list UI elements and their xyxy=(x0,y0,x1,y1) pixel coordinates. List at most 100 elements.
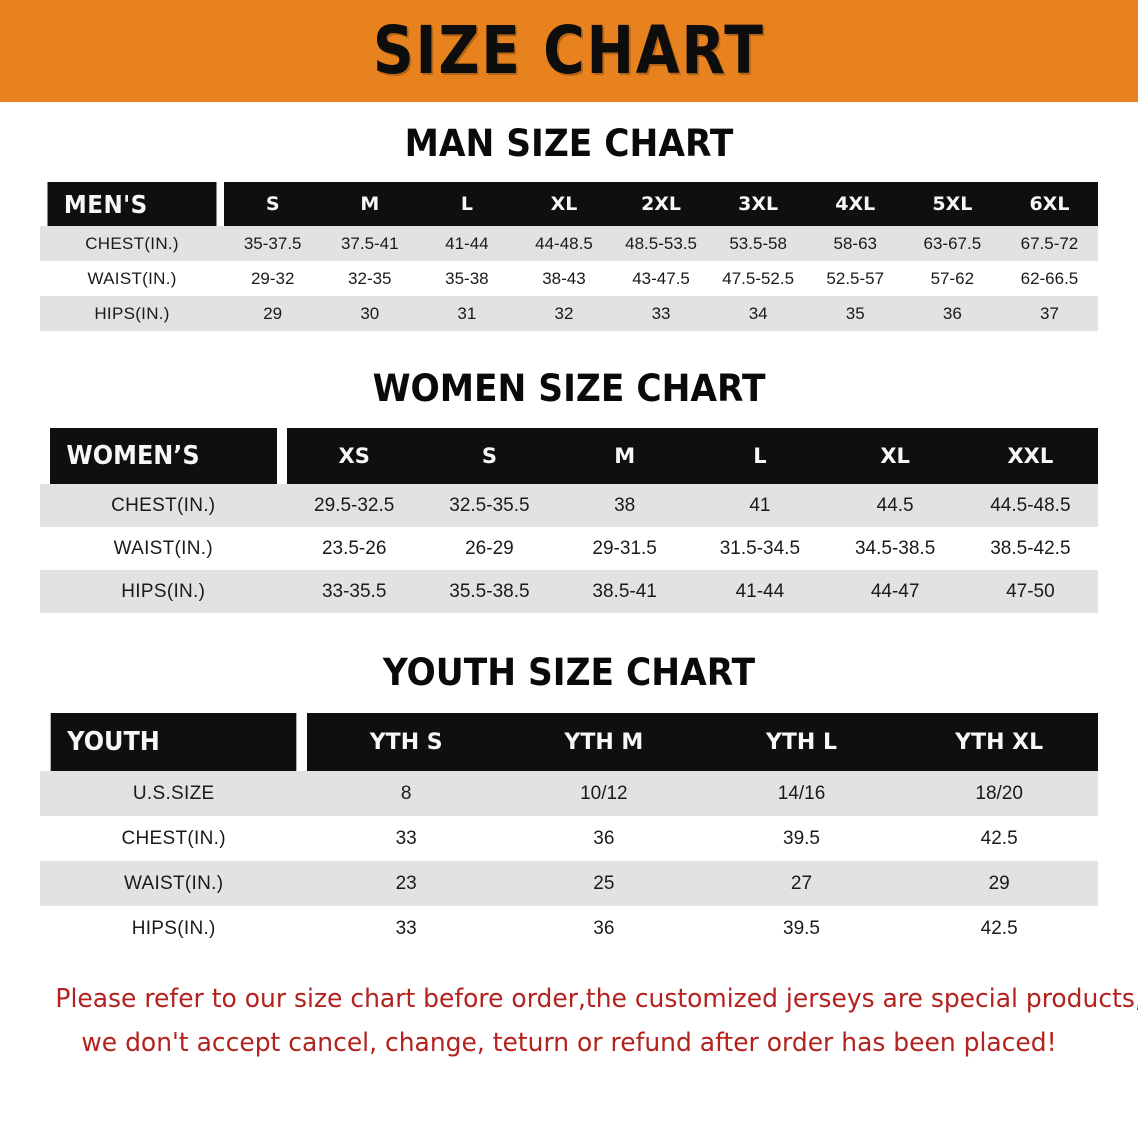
women-table-body: CHEST(IN.) 29.5-32.5 32.5-35.5 38 41 44.5 44.5… xyxy=(40,484,1098,613)
measurement-cell: 44-48.5 xyxy=(515,226,613,261)
measurement-cell: 14/16 xyxy=(702,771,901,816)
measurement-cell: 29.5-32.5 xyxy=(286,484,422,527)
table-row: WAIST(IN.) 23 25 27 29 xyxy=(40,861,1098,906)
column-header-4xl: 4XL xyxy=(806,182,904,226)
youth-table-body: U.S.SIZE 8 10/12 14/16 18/20 CHEST(IN.) 33 36 39… xyxy=(40,771,1098,951)
measurement-cell: 62-66.5 xyxy=(1000,261,1098,296)
measurement-cell: 48.5-53.5 xyxy=(612,226,710,261)
youth-header-label: YOUTH xyxy=(50,713,297,771)
measurement-cell: 35 xyxy=(806,296,904,331)
row-label: HIPS(IN.) xyxy=(40,906,308,951)
women-table-wrapper: WOMEN’S XS S M L XL XXL CHEST(IN.) 29.5-32.5 32.… xyxy=(40,428,1098,613)
column-header-xxl: XXL xyxy=(962,428,1098,484)
measurement-cell: 30 xyxy=(321,296,419,331)
measurement-cell: 36 xyxy=(903,296,1001,331)
measurement-cell: 67.5-72 xyxy=(1000,226,1098,261)
column-header-5xl: 5XL xyxy=(903,182,1001,226)
row-label: WAIST(IN.) xyxy=(40,261,225,296)
measurement-cell: 53.5-58 xyxy=(709,226,807,261)
table-header-row: MEN'S S M L XL 2XL 3XL 4XL 5XL 6XL xyxy=(40,182,1098,226)
measurement-cell: 52.5-57 xyxy=(806,261,904,296)
disclaimer-line-2: we don't accept cancel, change, teturn o… xyxy=(81,1028,1057,1058)
measurement-cell: 34 xyxy=(709,296,807,331)
women-size-section: WOMEN SIZE CHART WOMEN’S XS S M L XL XXL CHEST… xyxy=(0,369,1138,613)
measurement-cell: 29-31.5 xyxy=(557,527,693,570)
row-label: HIPS(IN.) xyxy=(40,570,287,613)
column-header-l: L xyxy=(418,182,516,226)
measurement-cell: 23 xyxy=(307,861,506,906)
column-header-s: S xyxy=(224,182,322,226)
man-size-section: MAN SIZE CHART MEN'S S M L XL 2XL 3XL 4XL 5XL 6XL… xyxy=(0,124,1138,331)
measurement-cell: 31 xyxy=(418,296,516,331)
measurement-cell: 36 xyxy=(505,906,703,951)
measurement-cell: 47.5-52.5 xyxy=(709,261,807,296)
column-header-m: M xyxy=(557,428,693,484)
measurement-cell: 33 xyxy=(307,816,506,861)
women-section-title: WOMEN SIZE CHART xyxy=(372,367,766,410)
measurement-cell: 8 xyxy=(307,771,506,816)
measurement-cell: 35-37.5 xyxy=(224,226,322,261)
measurement-cell: 47-50 xyxy=(962,570,1098,613)
youth-size-table: YOUTH YTH S YTH M YTH L YTH XL U.S.SIZE 8 10/1… xyxy=(40,713,1098,951)
measurement-cell: 32 xyxy=(515,296,613,331)
measurement-cell: 41 xyxy=(692,484,828,527)
women-size-table: WOMEN’S XS S M L XL XXL CHEST(IN.) 29.5-32.5 32.… xyxy=(40,428,1098,613)
column-header-l: L xyxy=(692,428,828,484)
man-size-table: MEN'S S M L XL 2XL 3XL 4XL 5XL 6XL CHEST(IN.) 35-3… xyxy=(40,182,1098,331)
youth-table-head: YOUTH YTH S YTH M YTH L YTH XL xyxy=(40,713,1098,771)
row-label: WAIST(IN.) xyxy=(40,527,287,570)
table-row: HIPS(IN.) 33 36 39.5 42.5 xyxy=(40,906,1098,951)
table-row: WAIST(IN.) 29-32 32-35 35-38 38-43 43-47.5 47.… xyxy=(40,261,1098,296)
column-header-s: S xyxy=(421,428,558,484)
measurement-cell: 57-62 xyxy=(903,261,1001,296)
youth-section-title: YOUTH SIZE CHART xyxy=(382,651,756,694)
measurement-cell: 63-67.5 xyxy=(903,226,1001,261)
man-table-wrapper: MEN'S S M L XL 2XL 3XL 4XL 5XL 6XL CHEST(IN.) 35-3… xyxy=(40,182,1098,331)
measurement-cell: 31.5-34.5 xyxy=(692,527,828,570)
youth-table-wrapper: YOUTH YTH S YTH M YTH L YTH XL U.S.SIZE 8 10/1… xyxy=(40,713,1098,951)
page-title: SIZE CHART xyxy=(373,12,765,89)
column-header-yth-s: YTH S xyxy=(307,713,506,771)
measurement-cell: 26-29 xyxy=(421,527,558,570)
page-banner: SIZE CHART xyxy=(0,0,1138,102)
measurement-cell: 38 xyxy=(557,484,693,527)
measurement-cell: 33 xyxy=(612,296,710,331)
column-header-yth-xl: YTH XL xyxy=(900,713,1098,771)
measurement-cell: 35.5-38.5 xyxy=(421,570,558,613)
measurement-cell: 33-35.5 xyxy=(286,570,422,613)
column-header-xl: XL xyxy=(515,182,613,226)
table-row: U.S.SIZE 8 10/12 14/16 18/20 xyxy=(40,771,1098,816)
row-label: U.S.SIZE xyxy=(40,771,308,816)
measurement-cell: 36 xyxy=(505,816,703,861)
disclaimer-line-1: Please refer to our size chart before or… xyxy=(55,984,1138,1014)
column-header-xl: XL xyxy=(827,428,963,484)
row-label: CHEST(IN.) xyxy=(40,816,308,861)
measurement-cell: 37.5-41 xyxy=(321,226,419,261)
measurement-cell: 25 xyxy=(505,861,703,906)
order-disclaimer: Please refer to our size chart before or… xyxy=(55,977,1138,1065)
measurement-cell: 41-44 xyxy=(418,226,516,261)
measurement-cell: 38.5-42.5 xyxy=(962,527,1098,570)
measurement-cell: 42.5 xyxy=(900,906,1098,951)
man-section-title: MAN SIZE CHART xyxy=(404,122,734,165)
table-row: HIPS(IN.) 33-35.5 35.5-38.5 38.5-41 41-44 44-… xyxy=(40,570,1098,613)
table-row: HIPS(IN.) 29 30 31 32 33 34 35 36 37 xyxy=(40,296,1098,331)
measurement-cell: 33 xyxy=(307,906,506,951)
measurement-cell: 27 xyxy=(702,861,901,906)
measurement-cell: 39.5 xyxy=(702,906,901,951)
table-row: CHEST(IN.) 35-37.5 37.5-41 41-44 44-48.5 48.5… xyxy=(40,226,1098,261)
table-header-row: YOUTH YTH S YTH M YTH L YTH XL xyxy=(40,713,1098,771)
measurement-cell: 10/12 xyxy=(505,771,703,816)
table-row: CHEST(IN.) 33 36 39.5 42.5 xyxy=(40,816,1098,861)
measurement-cell: 38.5-41 xyxy=(557,570,693,613)
man-table-head: MEN'S S M L XL 2XL 3XL 4XL 5XL 6XL xyxy=(40,182,1098,226)
row-label: WAIST(IN.) xyxy=(40,861,308,906)
measurement-cell: 44-47 xyxy=(827,570,963,613)
column-header-yth-m: YTH M xyxy=(505,713,703,771)
column-header-yth-l: YTH L xyxy=(702,713,901,771)
column-header-6xl: 6XL xyxy=(1000,182,1098,226)
measurement-cell: 29-32 xyxy=(224,261,322,296)
row-label: CHEST(IN.) xyxy=(40,484,287,527)
measurement-cell: 44.5-48.5 xyxy=(962,484,1098,527)
measurement-cell: 41-44 xyxy=(692,570,828,613)
